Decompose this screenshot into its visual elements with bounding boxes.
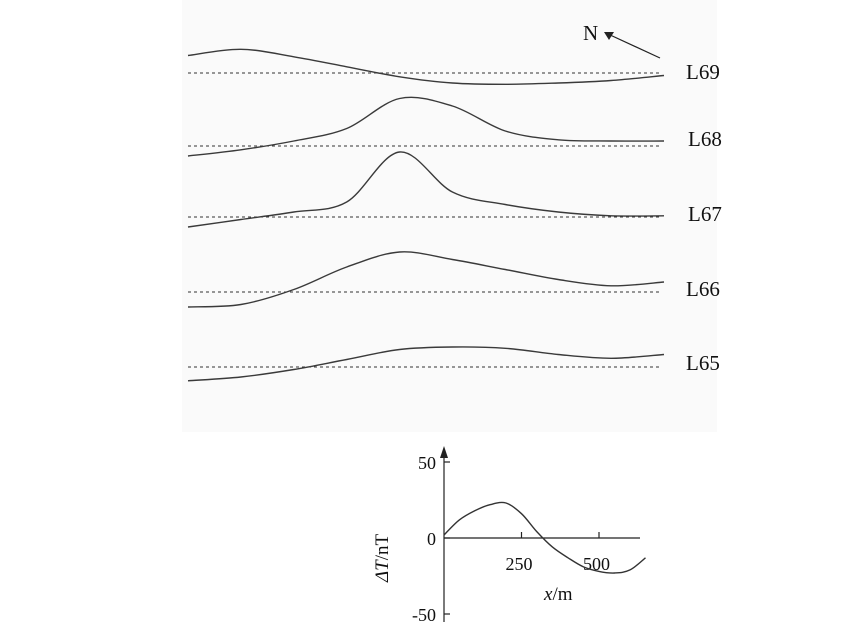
line-label-l67: L67 — [688, 202, 722, 226]
x-axis-title: x/m — [543, 584, 573, 605]
y-axis-title: ΔT/nT — [372, 534, 393, 583]
x-axis-title-var: x — [543, 584, 553, 605]
y-axis-title-unit: /nT — [372, 534, 393, 561]
profile-curve-l67 — [187, 151, 665, 228]
profile-curve-l65 — [187, 346, 665, 382]
profile-curve-l68 — [187, 96, 665, 157]
north-arrow-head-icon — [604, 32, 614, 40]
north-label: N — [583, 21, 598, 45]
profile-curve-l69 — [187, 48, 665, 86]
x-tick-label-250: 250 — [506, 554, 533, 574]
scale-curve — [443, 501, 646, 574]
y-tick-label-50: 50 — [418, 453, 436, 473]
y-tick-label-0: 0 — [427, 529, 436, 549]
profile-curve-l66 — [187, 251, 665, 308]
line-label-l68: L68 — [688, 127, 722, 151]
profile-chart: L69 L68 L67 L66 L65 — [187, 48, 722, 382]
y-axis-title-var: ΔT — [372, 559, 393, 583]
y-axis-arrow-icon — [440, 446, 448, 458]
line-label-l66: L66 — [686, 277, 720, 301]
line-label-l69: L69 — [686, 60, 720, 84]
north-arrow: N — [583, 21, 661, 59]
x-axis-title-unit: /m — [552, 584, 572, 605]
line-label-l65: L65 — [686, 351, 720, 375]
y-tick-label--50: -50 — [412, 605, 436, 625]
